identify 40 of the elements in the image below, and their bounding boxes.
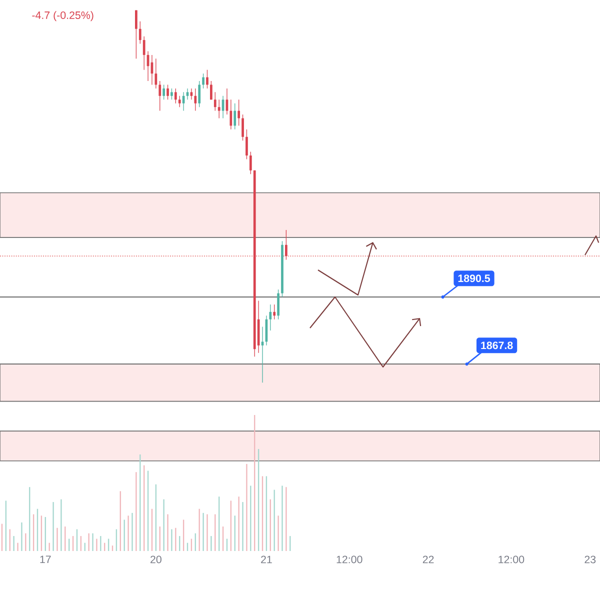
candlestick — [142, 36, 146, 70]
candlestick — [285, 230, 288, 260]
candlestick — [218, 99, 220, 119]
candlestick — [210, 80, 212, 100]
x-tick-label: 23 — [584, 556, 596, 564]
candlestick — [261, 326, 264, 384]
candlestick — [138, 21, 142, 44]
x-tick-label: 12:00 — [336, 556, 362, 564]
candlestick — [242, 114, 244, 141]
candlestick — [269, 304, 272, 331]
candlestick — [154, 58, 158, 89]
annotation: 1890.5 — [458, 274, 490, 282]
x-tick-label: 20 — [150, 556, 162, 564]
candlestick — [186, 88, 189, 100]
candlestick — [162, 84, 165, 100]
candlestick — [135, 10, 138, 59]
candlestick — [158, 80, 162, 112]
candlestick — [198, 80, 201, 108]
candlestick — [194, 88, 197, 112]
candlestick — [246, 129, 248, 160]
annotation: 1867.8 — [481, 342, 513, 350]
x-tick-label: 21 — [261, 556, 272, 564]
candlestick — [174, 88, 177, 104]
candlestick — [234, 103, 236, 130]
candlestick — [230, 99, 232, 130]
candlestick — [277, 289, 280, 320]
x-tick-label: 12:00 — [498, 556, 524, 564]
candlestick — [249, 151, 252, 174]
candlestick — [190, 88, 193, 100]
x-tick-label: 17 — [40, 556, 51, 564]
candlestick — [214, 92, 216, 112]
candlestick — [178, 96, 181, 108]
candlestick — [238, 99, 240, 126]
candlestick — [273, 304, 276, 320]
candlestick — [206, 70, 208, 89]
annotation: -4.7 (-0.25%) — [32, 11, 94, 22]
candlestick — [202, 73, 204, 89]
candlestick — [170, 88, 173, 100]
x-tick-label: 22 — [422, 556, 434, 564]
candlestick — [166, 84, 169, 100]
